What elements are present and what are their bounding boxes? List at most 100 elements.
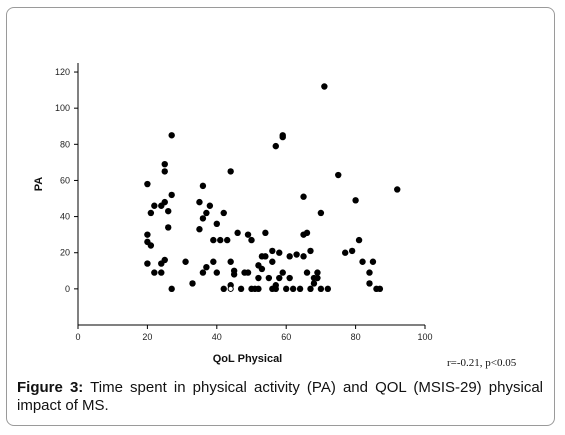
data-point: [220, 209, 227, 217]
y-tick-label: 60: [60, 175, 70, 185]
data-point: [168, 132, 175, 139]
data-point: [255, 274, 262, 282]
data-point: [269, 247, 276, 255]
data-point: [248, 236, 255, 244]
data-point: [151, 269, 158, 276]
data-point: [161, 168, 168, 175]
correlation-annotation: r=-0.21, p<0.05: [447, 357, 517, 369]
data-point: [255, 285, 262, 293]
data-point: [161, 256, 168, 264]
data-point: [203, 209, 210, 217]
data-point: [300, 253, 307, 260]
data-point-open: [227, 285, 234, 292]
data-point: [293, 251, 300, 258]
data-point: [352, 197, 359, 204]
caption-label: Figure 3:: [17, 379, 84, 396]
data-point: [151, 202, 158, 209]
data-point: [206, 202, 214, 209]
figure-caption: Figure 3: Time spent in physical activit…: [17, 379, 543, 415]
data-point: [376, 285, 384, 293]
data-point: [348, 247, 356, 255]
data-point: [366, 280, 373, 287]
y-tick-label: 20: [60, 248, 70, 258]
data-point: [314, 269, 321, 276]
x-tick-label: 40: [212, 332, 222, 342]
data-point: [303, 269, 311, 276]
data-point: [237, 285, 245, 293]
data-point: [286, 253, 293, 260]
data-point: [227, 168, 234, 175]
data-point: [279, 133, 286, 141]
data-point: [289, 285, 297, 293]
data-point: [369, 258, 377, 265]
data-point: [317, 285, 325, 293]
data-point: [244, 231, 252, 238]
data-point: [203, 263, 210, 271]
data-point: [220, 285, 227, 293]
data-point: [286, 274, 293, 282]
data-point: [158, 269, 165, 276]
data-point: [144, 180, 151, 188]
data-point: [210, 236, 217, 244]
data-point: [234, 229, 241, 237]
data-point: [269, 258, 276, 265]
data-point: [341, 249, 349, 256]
data-point: [296, 285, 304, 293]
y-tick-label: 80: [60, 139, 70, 149]
y-tick-label: 40: [60, 212, 70, 222]
data-point: [213, 220, 220, 228]
data-point: [265, 274, 273, 282]
data-point: [276, 274, 283, 282]
caption-text: Time spent in physical activity (PA) and…: [17, 379, 543, 414]
data-point: [168, 191, 175, 199]
data-point: [161, 160, 168, 168]
data-point: [321, 83, 328, 90]
data-point: [165, 224, 172, 231]
x-axis-label: QoL Physical: [213, 353, 283, 365]
x-tick-label: 20: [142, 332, 152, 342]
x-tick-label: 100: [417, 332, 432, 342]
y-tick-label: 0: [65, 284, 70, 294]
data-point: [307, 285, 314, 293]
data-point: [272, 142, 279, 150]
data-point: [217, 236, 224, 244]
data-point: [262, 253, 269, 260]
data-point: [213, 269, 220, 276]
data-point: [199, 269, 207, 276]
data-point: [147, 209, 155, 217]
data-point: [355, 236, 363, 244]
data-point: [307, 247, 314, 255]
data-point: [300, 193, 307, 200]
data-point: [310, 280, 318, 287]
y-axis-label: PA: [33, 177, 45, 192]
data-point: [317, 209, 325, 217]
data-point: [314, 274, 321, 282]
data-point: [335, 171, 342, 179]
figure-frame: [6, 7, 555, 426]
data-point: [244, 269, 252, 276]
data-point: [224, 236, 231, 244]
data-point: [165, 207, 172, 215]
data-point: [230, 271, 238, 278]
data-point: [272, 285, 279, 293]
data-point: [144, 231, 151, 238]
data-point: [324, 285, 332, 293]
x-tick-label: 0: [75, 332, 80, 342]
data-point: [366, 269, 373, 276]
data-point: [283, 285, 290, 293]
data-point: [303, 229, 311, 237]
data-point: [161, 198, 168, 206]
data-point: [227, 258, 234, 265]
x-tick-label: 80: [351, 332, 361, 342]
data-point: [258, 265, 266, 273]
data-point: [189, 280, 196, 287]
data-point: [147, 242, 155, 249]
x-tick-label: 60: [281, 332, 291, 342]
data-point: [199, 182, 207, 190]
data-point: [182, 258, 189, 265]
data-point: [359, 258, 366, 265]
data-point: [394, 186, 401, 193]
data-point: [262, 229, 269, 237]
data-point: [210, 258, 217, 265]
